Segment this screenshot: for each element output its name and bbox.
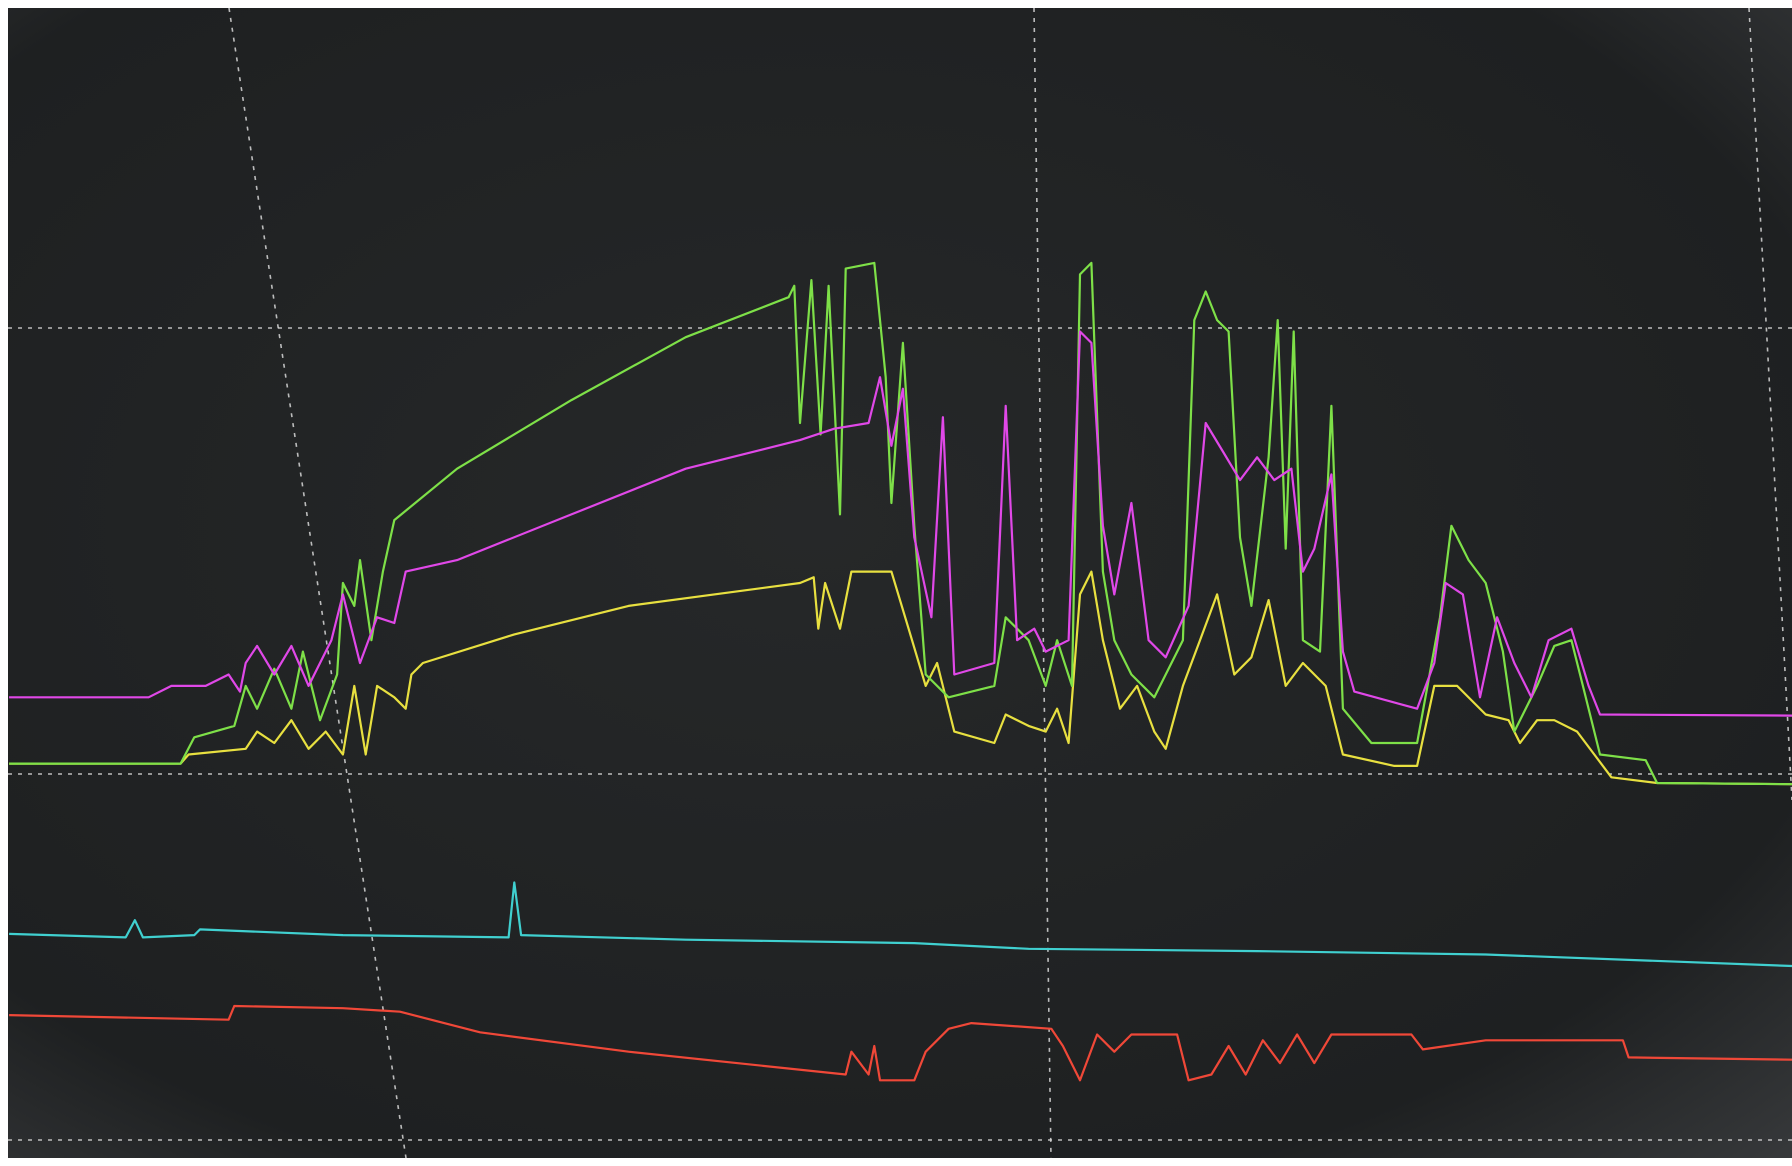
chart <box>0 0 1792 1166</box>
screen <box>8 8 1792 1158</box>
page: (() => { const data = JSON.parse(documen… <box>0 0 1792 1166</box>
